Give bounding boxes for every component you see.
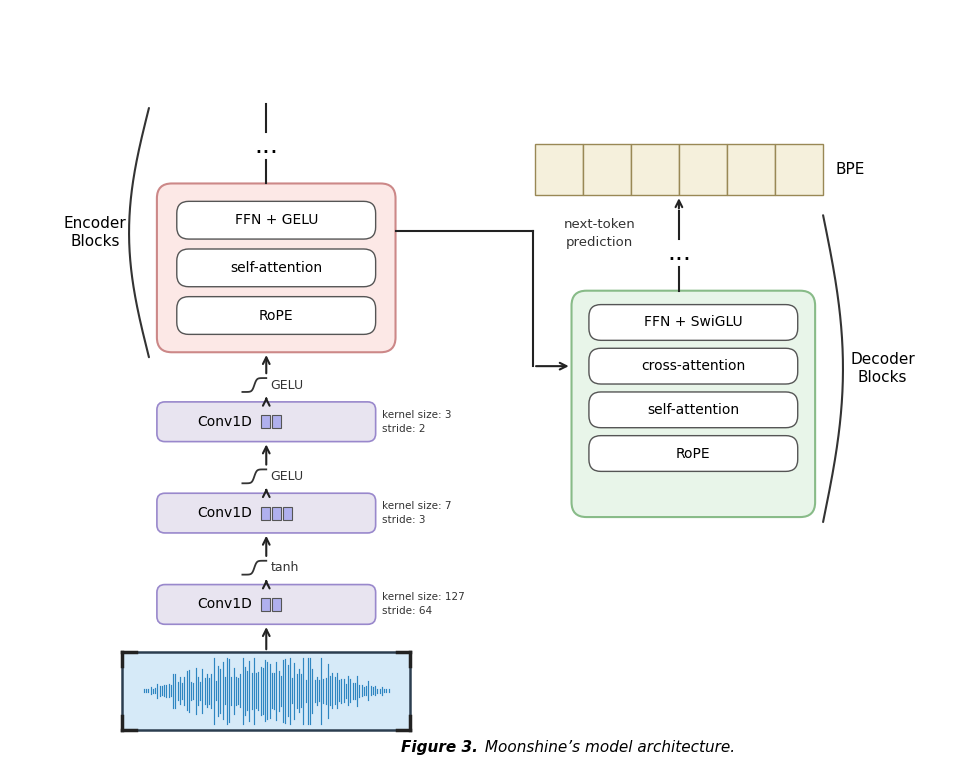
Text: BPE: BPE [835,162,865,177]
Text: FFN + GELU: FFN + GELU [234,213,318,228]
Text: ...: ... [667,241,691,265]
FancyBboxPatch shape [589,392,797,428]
FancyBboxPatch shape [157,402,376,442]
Text: RoPE: RoPE [676,447,711,461]
Text: next-token
prediction: next-token prediction [563,217,635,248]
Text: Moonshine’s model architecture.: Moonshine’s model architecture. [480,741,735,755]
Text: GELU: GELU [270,378,304,392]
Text: Conv1D: Conv1D [197,506,252,520]
Bar [283,507,292,519]
FancyBboxPatch shape [177,201,376,239]
Text: self-attention: self-attention [230,261,322,275]
FancyBboxPatch shape [589,348,797,384]
FancyBboxPatch shape [157,493,376,533]
Text: RoPE: RoPE [259,309,294,323]
Text: FFN + SwiGLU: FFN + SwiGLU [644,316,743,330]
Text: kernel size: 3
stride: 2: kernel size: 3 stride: 2 [382,409,451,433]
Text: Figure 3.: Figure 3. [401,741,478,755]
Bar [272,416,281,428]
FancyBboxPatch shape [157,584,376,625]
FancyBboxPatch shape [157,183,395,352]
Text: Encoder
Blocks: Encoder Blocks [63,217,127,248]
Text: Decoder
Blocks: Decoder Blocks [850,352,915,385]
Text: GELU: GELU [270,470,304,483]
FancyBboxPatch shape [589,305,797,341]
Bar [262,416,270,428]
Bar [775,144,823,195]
Text: self-attention: self-attention [647,402,740,417]
FancyBboxPatch shape [177,296,376,334]
Bar [272,598,281,611]
Text: ...: ... [255,134,278,158]
FancyBboxPatch shape [177,249,376,286]
Text: kernel size: 127
stride: 64: kernel size: 127 stride: 64 [382,592,465,616]
Text: cross-attention: cross-attention [641,359,746,373]
Bar [122,652,411,730]
Text: tanh: tanh [270,561,299,574]
Text: Conv1D: Conv1D [197,598,252,611]
Bar [535,144,583,195]
Bar [727,144,775,195]
Bar [583,144,630,195]
Bar [630,144,679,195]
Bar [262,507,270,519]
Bar [272,507,281,519]
FancyBboxPatch shape [572,291,815,517]
Text: kernel size: 7
stride: 3: kernel size: 7 stride: 3 [382,501,451,525]
Bar [262,598,270,611]
FancyBboxPatch shape [589,436,797,471]
Bar [679,144,727,195]
Text: Conv1D: Conv1D [197,415,252,429]
